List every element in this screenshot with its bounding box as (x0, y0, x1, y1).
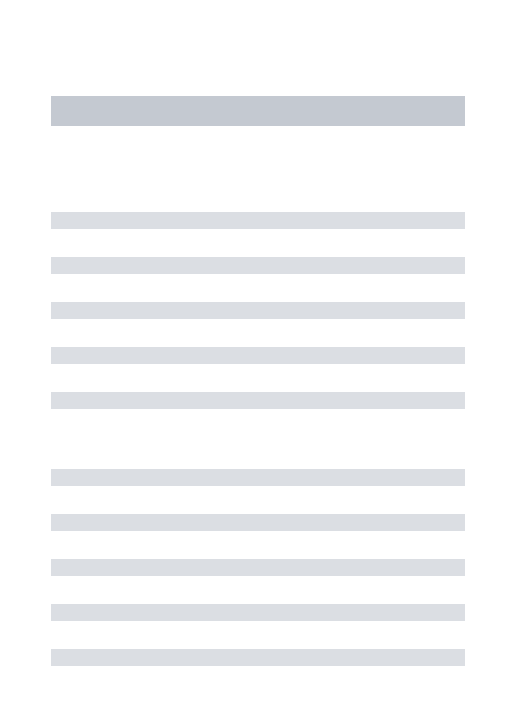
text-placeholder-line (51, 469, 465, 486)
title-placeholder-bar (51, 96, 465, 126)
skeleton-container (0, 0, 516, 666)
text-placeholder-line (51, 604, 465, 621)
text-placeholder-line (51, 212, 465, 229)
text-placeholder-group-2 (51, 469, 465, 666)
text-placeholder-line (51, 257, 465, 274)
text-placeholder-line (51, 392, 465, 409)
text-placeholder-group-1 (51, 212, 465, 409)
text-placeholder-line (51, 514, 465, 531)
text-placeholder-line (51, 347, 465, 364)
text-placeholder-line (51, 649, 465, 666)
text-placeholder-line (51, 302, 465, 319)
text-placeholder-line (51, 559, 465, 576)
group-separator (51, 409, 465, 469)
